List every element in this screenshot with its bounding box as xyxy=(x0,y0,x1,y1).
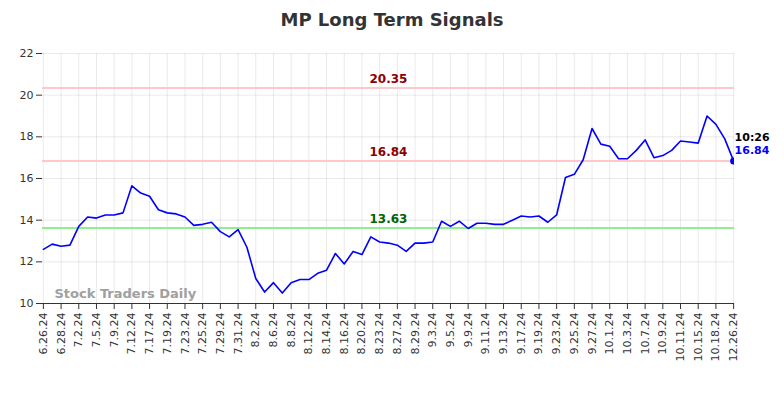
svg-text:8.23.24: 8.23.24 xyxy=(373,313,386,355)
svg-text:10.7.24: 10.7.24 xyxy=(639,313,652,355)
svg-text:8.6.24: 8.6.24 xyxy=(267,313,280,348)
html-text:MP Long Term Signals: MP Long Term Signals xyxy=(280,9,504,30)
svg-text:9.5.24: 9.5.24 xyxy=(444,313,457,348)
svg-text:10.3.24: 10.3.24 xyxy=(621,313,634,355)
svg-text:9.9.24: 9.9.24 xyxy=(462,313,475,348)
svg-text:9.11.24: 9.11.24 xyxy=(479,313,492,355)
svg-text:9.19.24: 9.19.24 xyxy=(532,313,545,355)
svg-text:9.13.24: 9.13.24 xyxy=(497,313,510,355)
svg-text:12.26.24: 12.26.24 xyxy=(727,312,740,361)
svg-text:9.25.24: 9.25.24 xyxy=(568,313,581,355)
svg-text:20: 20 xyxy=(20,89,34,102)
svg-text:7.29.24: 7.29.24 xyxy=(214,313,227,355)
svg-text:10.18.24: 10.18.24 xyxy=(709,312,722,361)
svg-text:8.2.24: 8.2.24 xyxy=(249,313,262,348)
svg-text:7.31.24: 7.31.24 xyxy=(232,313,245,355)
svg-text:7.9.24: 7.9.24 xyxy=(108,313,121,348)
svg-text:7.5.24: 7.5.24 xyxy=(90,313,103,348)
svg-text:7.17.24: 7.17.24 xyxy=(143,313,156,355)
svg-text:7.25.24: 7.25.24 xyxy=(196,313,209,355)
svg-text:7.2.24: 7.2.24 xyxy=(72,313,85,348)
svg-text:8.20.24: 8.20.24 xyxy=(355,313,368,355)
svg-text:10.15.24: 10.15.24 xyxy=(692,312,705,361)
svg-text:9.17.24: 9.17.24 xyxy=(515,313,528,355)
svg-text:8.8.24: 8.8.24 xyxy=(285,313,298,348)
svg-text:13.63: 13.63 xyxy=(370,212,408,226)
svg-text:9.23.24: 9.23.24 xyxy=(550,313,563,355)
svg-text:8.27.24: 8.27.24 xyxy=(391,313,404,355)
svg-text:10.11.24: 10.11.24 xyxy=(674,312,687,361)
svg-text:10: 10 xyxy=(20,297,34,310)
svg-text:10.9.24: 10.9.24 xyxy=(656,313,669,355)
svg-text:8.14.24: 8.14.24 xyxy=(320,313,333,355)
svg-text:Stock Traders Daily: Stock Traders Daily xyxy=(55,286,197,301)
svg-text:9.3.24: 9.3.24 xyxy=(426,313,439,348)
svg-text:18: 18 xyxy=(20,130,34,143)
svg-text:7.23.24: 7.23.24 xyxy=(178,313,191,355)
svg-text:8.12.24: 8.12.24 xyxy=(302,313,315,355)
svg-text:8.29.24: 8.29.24 xyxy=(409,313,422,355)
svg-text:16.84: 16.84 xyxy=(370,145,408,159)
svg-text:10:26: 10:26 xyxy=(735,131,770,144)
svg-text:10.1.24: 10.1.24 xyxy=(603,313,616,355)
svg-text:7.12.24: 7.12.24 xyxy=(125,313,138,355)
svg-text:22: 22 xyxy=(20,47,34,60)
svg-text:14: 14 xyxy=(20,214,34,227)
svg-text:16.84: 16.84 xyxy=(735,144,770,157)
svg-text:7.19.24: 7.19.24 xyxy=(161,313,174,355)
svg-text:20.35: 20.35 xyxy=(370,72,408,86)
svg-text:6.28.24: 6.28.24 xyxy=(55,313,68,355)
svg-text:9.27.24: 9.27.24 xyxy=(586,313,599,355)
svg-text:6.26.24: 6.26.24 xyxy=(37,313,50,355)
svg-text:12: 12 xyxy=(20,255,34,268)
svg-text:8.16.24: 8.16.24 xyxy=(338,313,351,355)
svg-text:16: 16 xyxy=(20,172,34,185)
